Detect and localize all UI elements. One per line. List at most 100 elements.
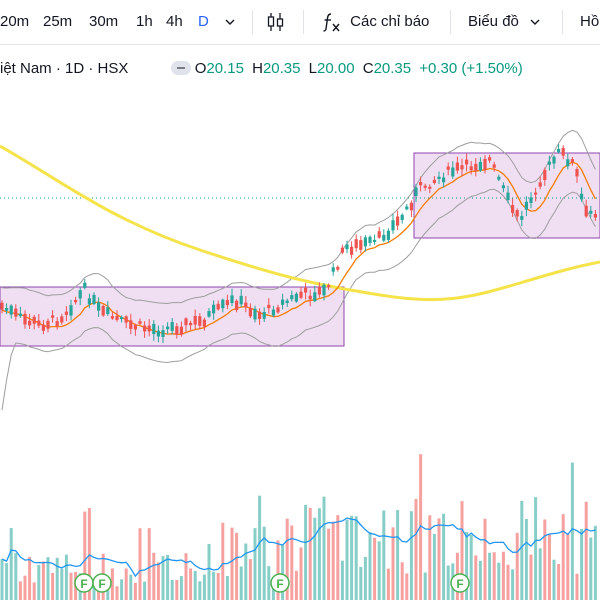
next-toolbar-button[interactable]: Hồ (580, 13, 600, 30)
volume-bar (336, 515, 340, 600)
volume-bar (258, 495, 262, 600)
candle (9, 304, 13, 319)
volume-bar (207, 543, 211, 600)
interval-1h[interactable]: 1h (136, 13, 153, 30)
candle (327, 283, 331, 291)
chart-type-button[interactable]: Biểu đồ (468, 0, 541, 44)
candle (225, 294, 229, 310)
candle (322, 282, 326, 301)
candle (497, 174, 501, 182)
candle (446, 162, 450, 176)
volume-bar (221, 522, 225, 600)
candle (396, 210, 400, 231)
toolbar-separator (252, 10, 253, 34)
candle (336, 265, 340, 272)
candle (23, 310, 27, 329)
hide-legend-icon[interactable] (171, 61, 191, 75)
volume-bar (534, 497, 538, 600)
chevron-down-icon (225, 19, 235, 26)
volume-bar (193, 570, 197, 600)
interval-4h[interactable]: 4h (166, 13, 183, 30)
volume-bar (152, 552, 156, 600)
volume-bar (363, 556, 367, 600)
earnings-marker[interactable]: F (270, 573, 290, 593)
volume-bar (561, 514, 565, 600)
volume-bar (478, 560, 482, 600)
volume-bar (465, 532, 469, 600)
candle (281, 293, 285, 310)
candle (304, 282, 308, 300)
volume-bar (354, 516, 358, 600)
low-label: L (308, 60, 317, 77)
candle (51, 310, 55, 323)
volume-bar (110, 568, 114, 600)
volume-bar (244, 543, 248, 600)
candle (414, 184, 418, 203)
toolbar-separator (450, 10, 451, 34)
interval-25m[interactable]: 25m (43, 13, 73, 30)
volume-bar (87, 508, 91, 600)
candle (184, 317, 188, 332)
low-value: 20.00 (317, 60, 355, 77)
candle (354, 234, 358, 252)
candle (69, 299, 73, 321)
candle (437, 171, 441, 185)
volume-bar (37, 564, 41, 600)
volume-bar (359, 566, 363, 600)
volume-bar (511, 569, 515, 600)
volume-bar (589, 537, 593, 600)
volume-bar (520, 500, 524, 600)
candle (400, 213, 404, 224)
volume-bar (331, 521, 335, 600)
candle (92, 292, 96, 306)
volume-bar (350, 515, 354, 600)
candle (474, 158, 478, 177)
candle (299, 286, 303, 300)
volume-bar (83, 511, 87, 600)
volume-bar (285, 518, 289, 600)
volume-bar (474, 555, 478, 600)
volume-bar (239, 566, 243, 600)
volume-bar (386, 568, 390, 600)
volume-bar (396, 510, 400, 600)
volume-bar (46, 557, 50, 600)
volume-bar (414, 498, 418, 600)
candle (492, 161, 496, 172)
earnings-marker[interactable]: F (74, 573, 94, 593)
candle (124, 315, 128, 329)
volume-bar (230, 527, 234, 600)
candle (32, 314, 36, 330)
volume-bar (368, 532, 372, 600)
candles-button[interactable] (266, 0, 286, 44)
volume-bar (308, 507, 312, 600)
candle (377, 226, 381, 239)
candle (570, 157, 574, 166)
candle (520, 210, 524, 227)
candle (189, 320, 193, 331)
symbol-text[interactable]: iệt Nam · 1D · HSX (0, 60, 129, 77)
interval-d[interactable]: D (198, 13, 209, 30)
candle (46, 318, 50, 333)
candle (483, 155, 487, 174)
candle (317, 282, 321, 298)
volume-bar (501, 551, 505, 600)
volume-bar (529, 554, 533, 600)
earnings-marker[interactable]: F (450, 573, 470, 593)
volume-bar (317, 508, 321, 600)
interval-20m[interactable]: 20m (0, 13, 30, 30)
indicators-button[interactable]: Các chỉ báo (320, 0, 429, 44)
ma-long-line (0, 144, 600, 302)
interval-dropdown[interactable] (224, 0, 236, 44)
volume-bar (428, 515, 432, 600)
volume-ma-line (1, 517, 596, 578)
volume-bar (409, 511, 413, 600)
candle (41, 319, 45, 335)
interval-30m[interactable]: 30m (89, 13, 119, 30)
volume-bar (281, 545, 285, 600)
candle (101, 304, 105, 317)
volume-bar (377, 541, 381, 600)
earnings-marker[interactable]: F (92, 573, 112, 593)
open-value: 20.15 (206, 60, 244, 77)
volume-bar (373, 537, 377, 600)
